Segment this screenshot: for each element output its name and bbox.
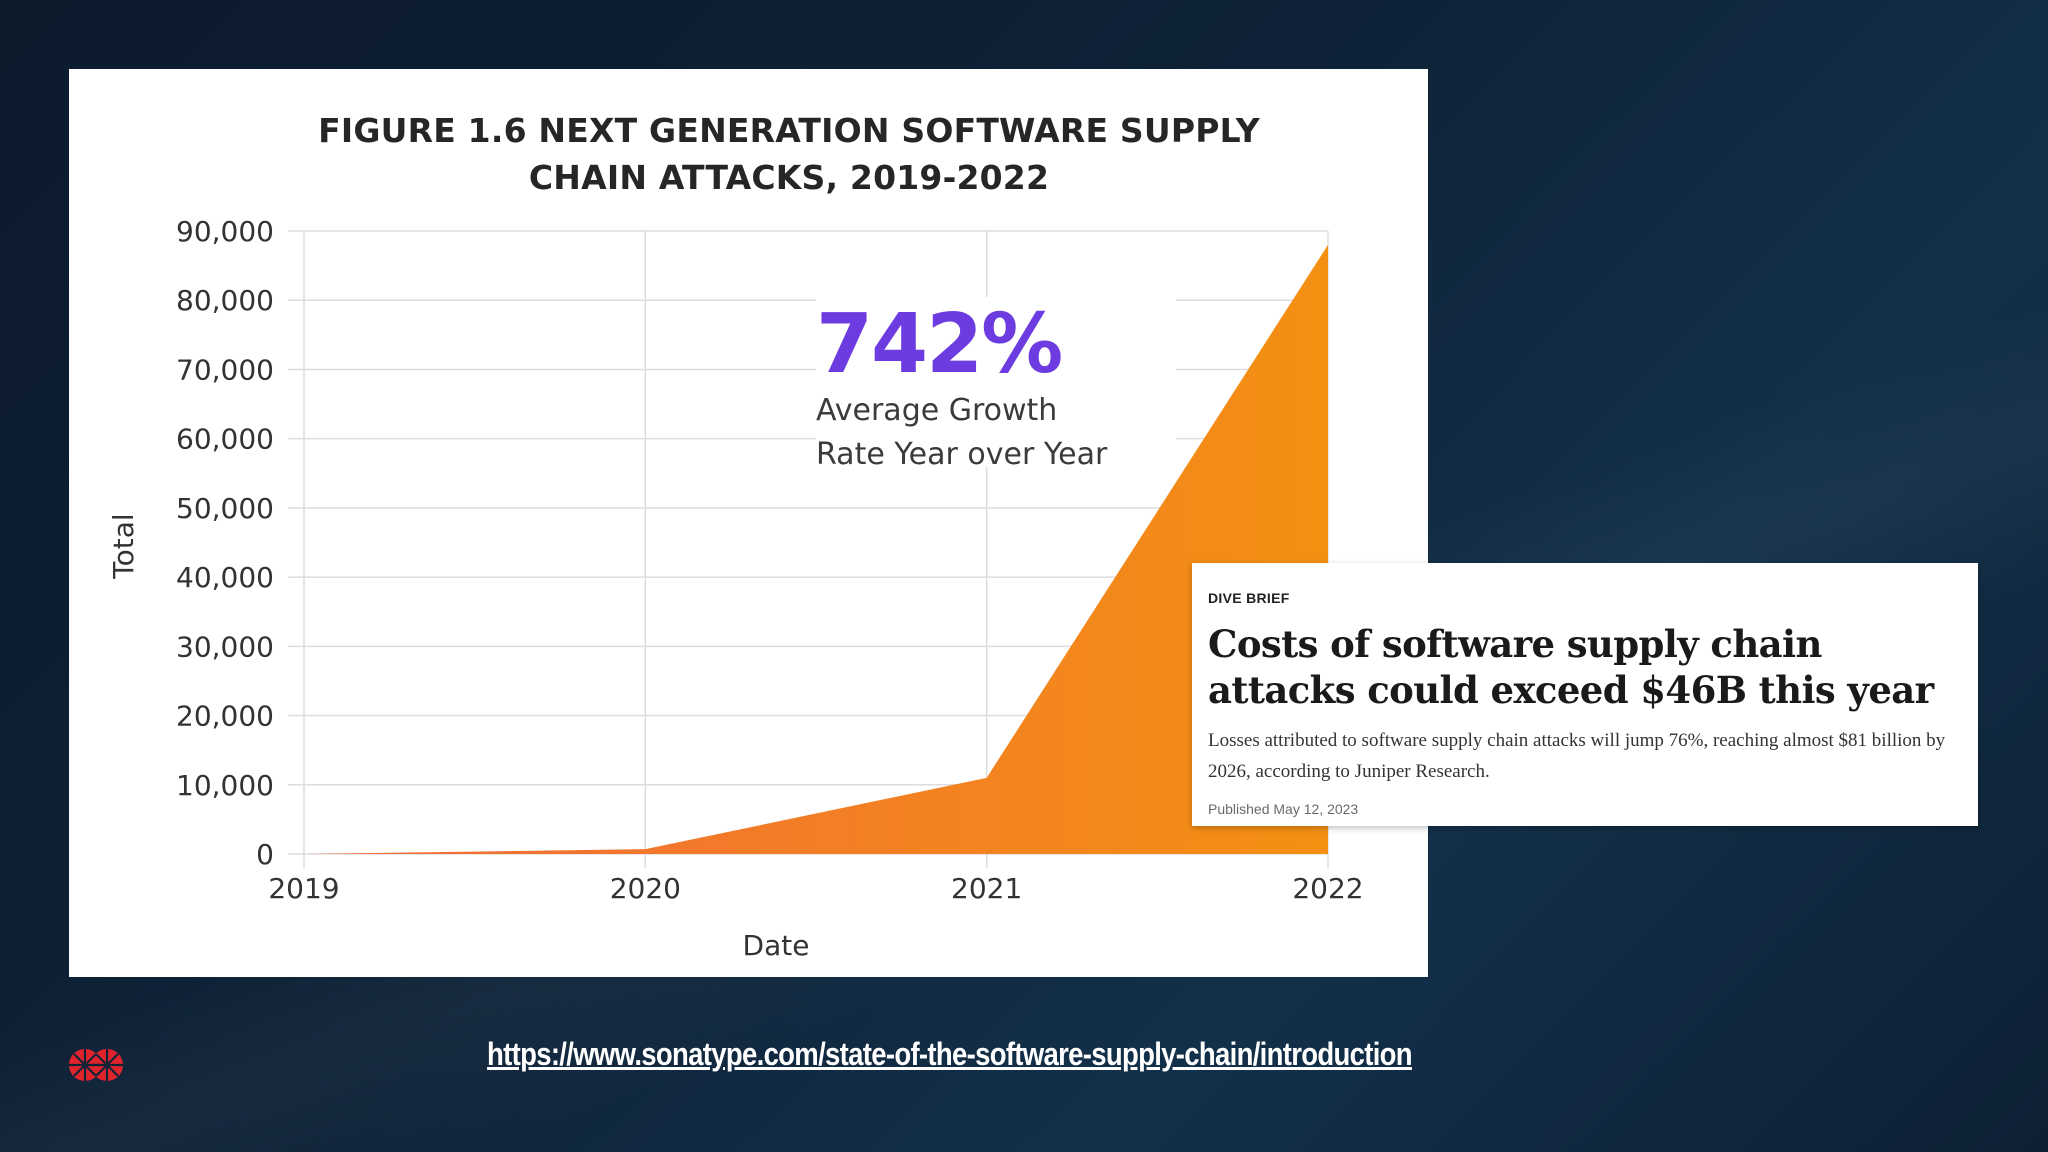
growth-rate-value: 742% bbox=[816, 297, 1063, 392]
article-published-date: Published May 12, 2023 bbox=[1208, 801, 1359, 817]
y-tick-label: 90,000 bbox=[176, 215, 274, 248]
y-tick-label: 40,000 bbox=[176, 561, 274, 594]
news-article-card[interactable]: DIVE BRIEF Costs of software supply chai… bbox=[1192, 563, 1978, 826]
y-tick-label: 0 bbox=[256, 838, 274, 871]
x-tick-label: 2020 bbox=[610, 872, 681, 905]
area-series bbox=[304, 244, 1328, 854]
article-category-tag: DIVE BRIEF bbox=[1208, 590, 1290, 606]
y-axis-label: Total bbox=[107, 513, 140, 579]
y-tick-label: 60,000 bbox=[176, 423, 274, 456]
chart-panel: FIGURE 1.6 NEXT GENERATION SOFTWARE SUPP… bbox=[69, 69, 1428, 977]
y-tick-label: 50,000 bbox=[176, 492, 274, 525]
x-tick-label: 2019 bbox=[268, 872, 339, 905]
y-tick-label: 70,000 bbox=[176, 353, 274, 386]
area-chart: 0 10,000 20,000 30,000 40,000 50,000 60,000 70,… bbox=[107, 215, 1364, 962]
pinwheel-logo-icon bbox=[69, 1049, 123, 1081]
growth-annotation: 742% Average Growth Rate Year over Year bbox=[816, 297, 1176, 472]
article-summary: Losses attributed to software supply cha… bbox=[1208, 730, 1946, 782]
y-tick-label: 30,000 bbox=[176, 630, 274, 663]
chart-title: FIGURE 1.6 NEXT GENERATION SOFTWARE SUPP… bbox=[318, 111, 1260, 197]
x-tick-label: 2022 bbox=[1292, 872, 1363, 905]
growth-caption-line: Rate Year over Year bbox=[816, 437, 1108, 472]
article-headline[interactable]: Costs of software supply chain attacks c… bbox=[1208, 622, 1934, 712]
x-axis-label: Date bbox=[743, 929, 810, 962]
source-link[interactable]: https://www.sonatype.com/state-of-the-so… bbox=[487, 1036, 1413, 1072]
growth-caption-line: Average Growth bbox=[816, 393, 1058, 428]
y-tick-label: 10,000 bbox=[176, 769, 274, 802]
growth-rate-caption: Average Growth Rate Year over Year bbox=[816, 389, 1176, 477]
y-tick-label: 20,000 bbox=[176, 700, 274, 733]
x-tick-label: 2021 bbox=[951, 872, 1022, 905]
y-tick-label: 80,000 bbox=[176, 284, 274, 317]
